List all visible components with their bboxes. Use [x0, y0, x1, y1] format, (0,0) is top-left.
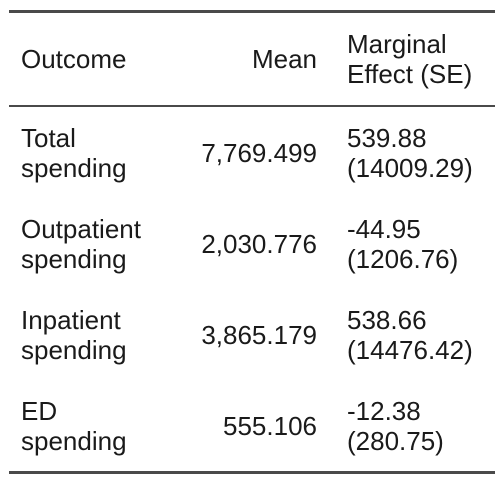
table-row: Inpatient spending 3,865.179 538.66 (144… [9, 289, 495, 380]
outcome-cell: Inpatient spending [9, 289, 179, 380]
header-me-line1: Marginal [347, 29, 447, 59]
table-row: ED spending 555.106 -12.38 (280.75) [9, 380, 495, 471]
header-mean: Mean [179, 13, 329, 105]
outcome-cell: ED spending [9, 380, 179, 471]
effect-se: (280.75) [347, 425, 444, 456]
table-grid: Outcome Mean Marginal Effect (SE) [9, 13, 495, 105]
header-rule [9, 105, 495, 107]
header-outcome-label: Outcome [21, 44, 127, 74]
effect-se: (1206.76) [347, 243, 459, 274]
outcome-line1: ED [21, 395, 58, 426]
effect-cell: -44.95 (1206.76) [329, 198, 495, 289]
effect-cell: 538.66 (14476.42) [329, 289, 495, 380]
header-outcome: Outcome [9, 13, 179, 105]
results-table: Outcome Mean Marginal Effect (SE) Total … [9, 10, 495, 474]
outcome-line1: Outpatient [21, 213, 141, 244]
mean-cell: 3,865.179 [201, 319, 317, 350]
effect-value: -12.38 [347, 395, 421, 426]
effect-value: -44.95 [347, 213, 421, 244]
outcome-line2: spending [21, 425, 127, 456]
outcome-cell: Total spending [9, 107, 179, 198]
effect-cell: 539.88 (14009.29) [329, 107, 495, 198]
effect-value: 539.88 [347, 122, 427, 153]
effect-cell: -12.38 (280.75) [329, 380, 495, 471]
outcome-line2: spending [21, 334, 127, 365]
outcome-line1: Total [21, 122, 76, 153]
mean-cell: 2,030.776 [201, 228, 317, 259]
outcome-cell: Outpatient spending [9, 198, 179, 289]
header-row: Outcome Mean Marginal Effect (SE) [9, 13, 495, 105]
header-me-line2: Effect (SE) [347, 59, 473, 89]
outcome-line2: spending [21, 152, 127, 183]
table-row: Outpatient spending 2,030.776 -44.95 (12… [9, 198, 495, 289]
effect-se: (14009.29) [347, 152, 473, 183]
mean-cell: 555.106 [223, 410, 317, 441]
header-marginal-effect: Marginal Effect (SE) [329, 13, 495, 105]
bottom-rule [9, 471, 495, 474]
table-row: Total spending 7,769.499 539.88 (14009.2… [9, 107, 495, 198]
effect-value: 538.66 [347, 304, 427, 335]
effect-se: (14476.42) [347, 334, 473, 365]
table-body: Total spending 7,769.499 539.88 (14009.2… [9, 107, 495, 471]
mean-cell: 7,769.499 [201, 137, 317, 168]
outcome-line2: spending [21, 243, 127, 274]
outcome-line1: Inpatient [21, 304, 121, 335]
top-rule [9, 10, 495, 13]
header-mean-label: Mean [251, 44, 317, 74]
